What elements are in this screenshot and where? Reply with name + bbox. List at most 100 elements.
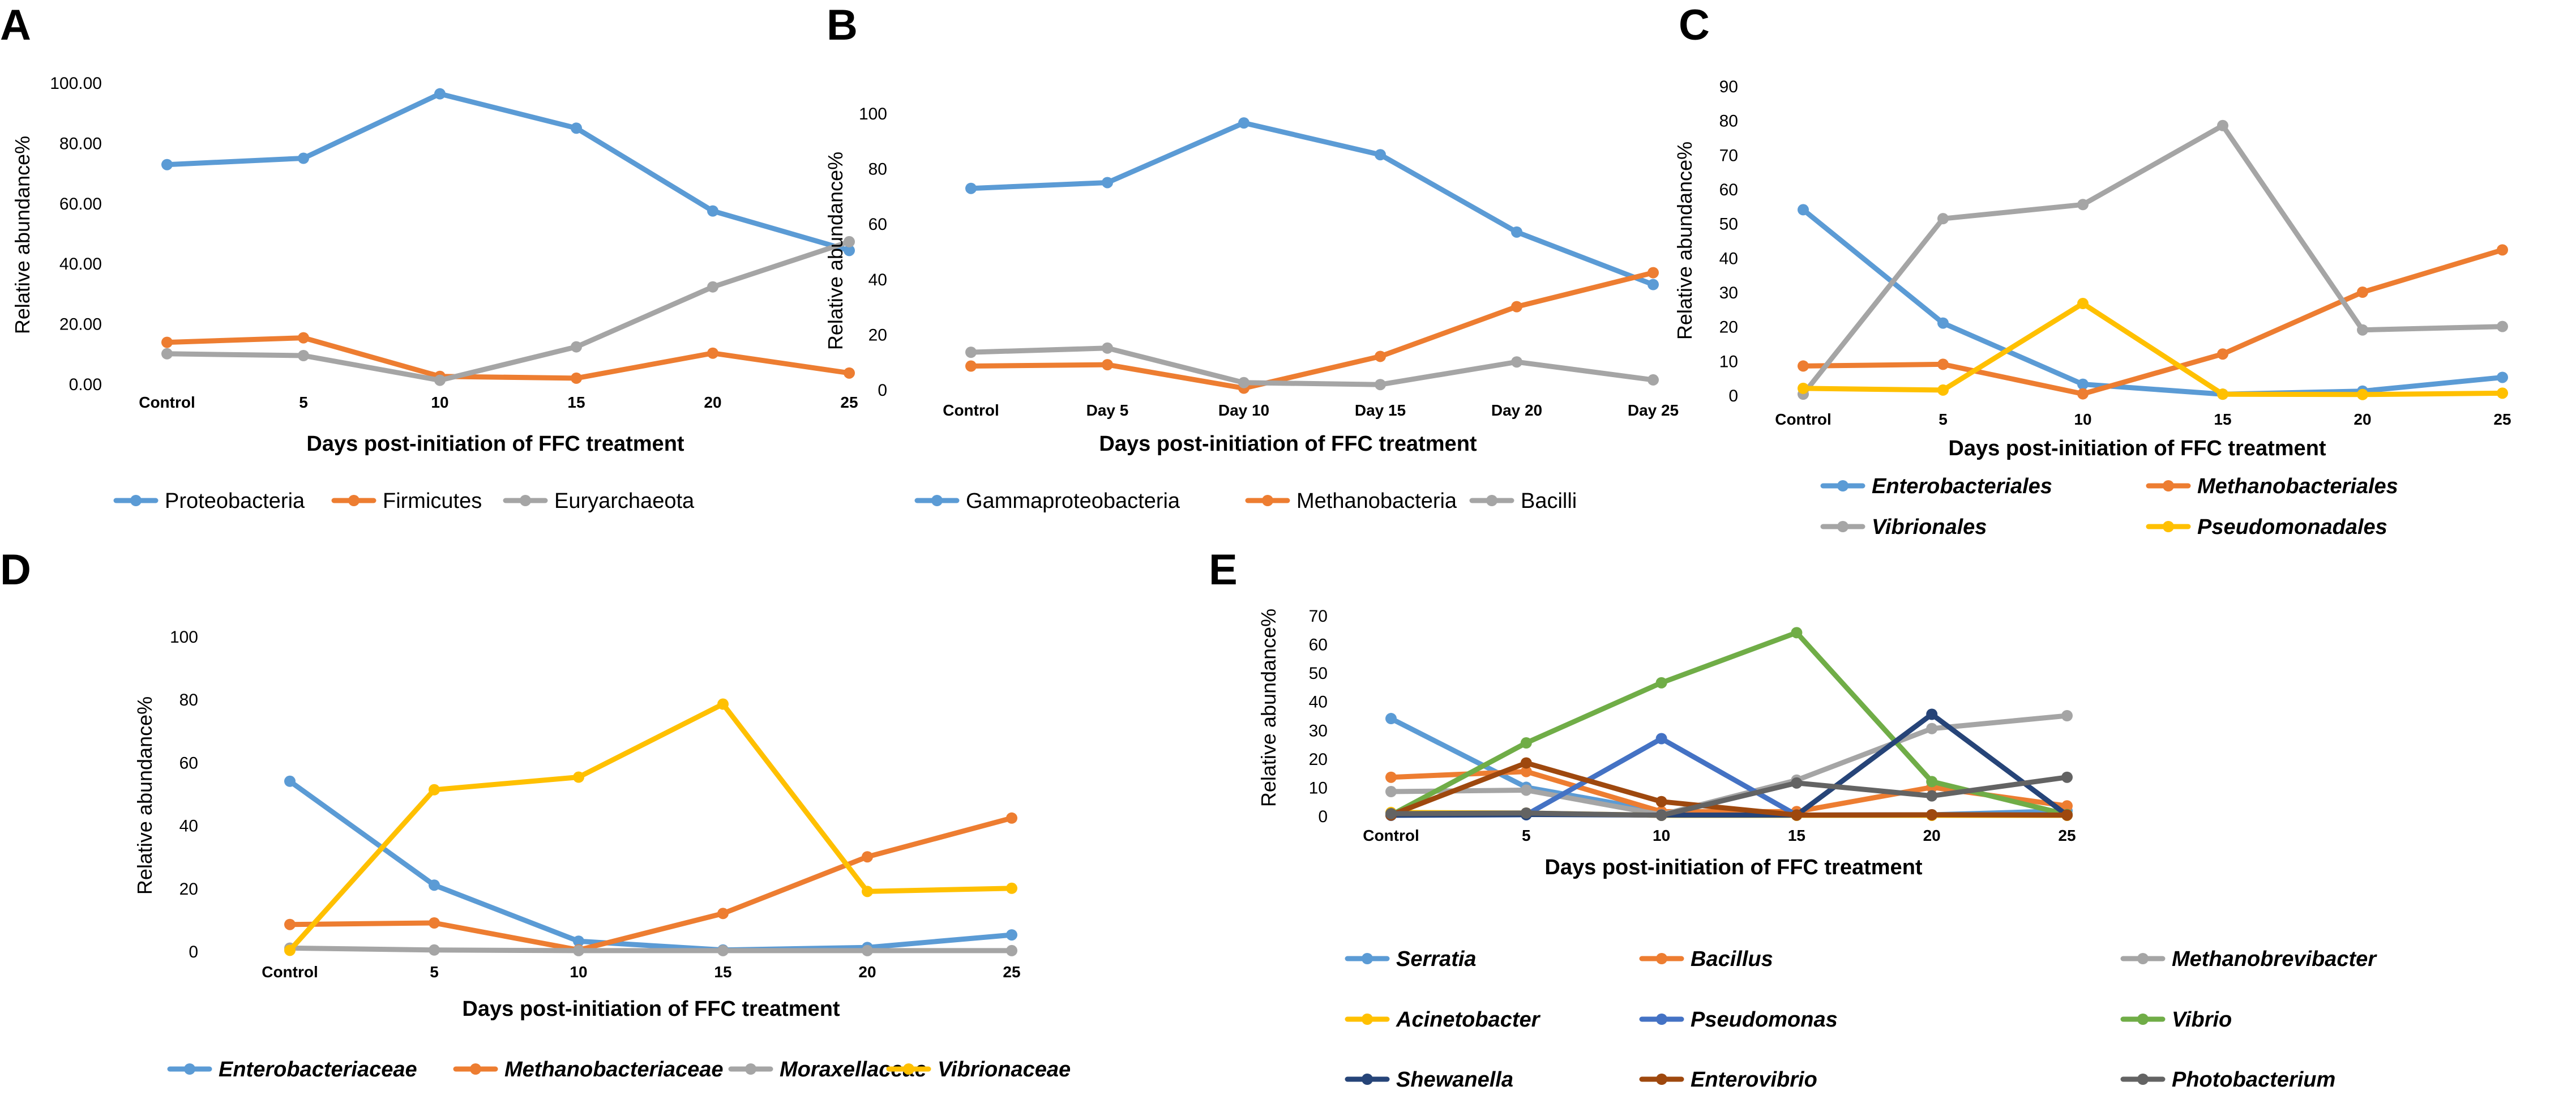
data-point [1006,929,1017,941]
data-point [571,372,582,384]
legend-item: Vibrionaceae [886,1058,1071,1081]
legend-label: Methanobacteriaceae [504,1058,724,1081]
data-point [2217,348,2228,360]
legend-swatch-marker [1656,953,1667,964]
data-point [1926,722,1938,734]
y-tick-label: 50 [1309,664,1328,683]
data-point [2497,320,2508,332]
y-tick-label: 60 [1719,181,1738,199]
data-point [1511,356,1522,368]
data-point [1798,360,1809,372]
legend-swatch-marker [1362,953,1373,964]
data-point [573,771,584,783]
legend-label: Enterovibrio [1691,1068,1817,1092]
data-point [298,332,309,344]
series-line [164,91,852,253]
x-tick-label: 10 [431,394,448,411]
data-point [1385,713,1397,725]
data-point [717,698,729,710]
data-point [429,917,440,929]
series-bacilli [965,342,1659,391]
data-point [1937,317,1949,329]
data-point [434,88,446,100]
data-point [2497,244,2508,256]
legend: Enterobacteriales Methanobacteriales Vibri… [1820,474,2398,539]
legend-item: Methanobrevibacter [2120,947,2377,971]
data-point [862,944,873,956]
data-point [1926,790,1938,802]
data-point [862,886,873,897]
series-line [968,345,1656,387]
legend-swatch-marker [1656,1074,1667,1085]
series-line [1800,123,2505,397]
y-tick-label: 0 [878,381,887,400]
legend-label: Methanobacteria [1296,489,1457,513]
data-point [1648,374,1659,386]
y-tick-label: 60 [1309,636,1328,655]
series-line [1800,301,2505,397]
legend-swatch-marker [931,495,943,506]
x-tick-label: 5 [1939,411,1948,428]
data-point [1238,117,1250,129]
x-tick-label: 20 [1923,827,1941,844]
legend-item: Enterovibrio [1639,1068,1817,1092]
y-axis-title: Relative abundance% [1257,609,1280,807]
data-point [1520,766,1532,777]
legend-swatch-marker [1656,1014,1667,1025]
x-tick-label: Control [943,401,999,419]
data-point [1791,777,1803,789]
x-tick-label: Control [1363,827,1419,844]
legend-label: Vibrio [2172,1008,2232,1032]
legend-label: Bacillus [1691,947,1773,971]
x-tick-label: 10 [1653,827,1670,844]
data-point [965,360,977,372]
data-point [1102,342,1113,354]
legend-item: Methanobacteria [1245,489,1457,513]
y-tick-label: 50 [1719,215,1738,234]
legend-label: Gammaproteobacteria [966,489,1180,513]
legend-label: Enterobacteriales [1872,474,2052,498]
legend-item: Shewanella [1345,1068,1513,1092]
y-tick-label: 100 [170,628,198,647]
x-tick-label: 20 [2354,411,2371,428]
data-point [2077,298,2089,310]
series-enterobacteriales [1798,204,2508,400]
series-firmicutes [161,332,855,384]
data-point [2077,388,2089,400]
series-line [287,779,1015,953]
legend-swatch-marker [903,1063,914,1075]
x-tick-label: Control [1775,411,1832,428]
data-point [2061,809,2073,821]
panel-letter: C [1679,1,1710,49]
legend-label: Methanobrevibacter [2172,947,2377,971]
data-point [284,775,296,787]
data-point [1798,204,1809,216]
legend-label: Methanobacteriales [2197,474,2398,498]
y-axis-title: Relative abundance% [824,152,847,350]
legend-label: Bacilli [1521,489,1577,513]
data-point [2061,771,2073,783]
legend-label: Proteobacteria [165,489,305,513]
data-point [1937,358,1949,370]
legend-swatch-marker [1837,521,1848,532]
chart-panel-a: A 0.00 20.00 40.00 60.00 80.00 100.00 Control 5 1… [0,1,858,513]
data-point [571,341,582,353]
legend-swatch-marker [1262,495,1273,506]
data-point [1520,737,1532,749]
data-point [707,205,718,217]
panel-letter: E [1209,546,1238,594]
data-point [161,336,173,348]
legend-item: Firmicutes [331,489,482,513]
series-line [287,702,1015,953]
legend-label: Enterobacteriaceae [219,1058,417,1081]
y-tick-label: 60.00 [59,195,102,213]
x-axis-title: Days post-initiation of FFC treatment [1948,437,2326,460]
x-tick-label: Day 5 [1086,401,1129,419]
x-axis-title: Days post-initiation of FFC treatment [1099,432,1477,456]
y-tick-label: 30 [1309,721,1328,740]
legend-label: Photobacterium [2172,1068,2335,1092]
legend-label: Euryarchaeota [554,489,695,513]
series-methanobacteria [965,267,1659,394]
legend: Enterobacteriaceae Methanobacteriaceae Mor… [167,1058,1071,1081]
y-tick-label: 70 [1309,607,1328,626]
